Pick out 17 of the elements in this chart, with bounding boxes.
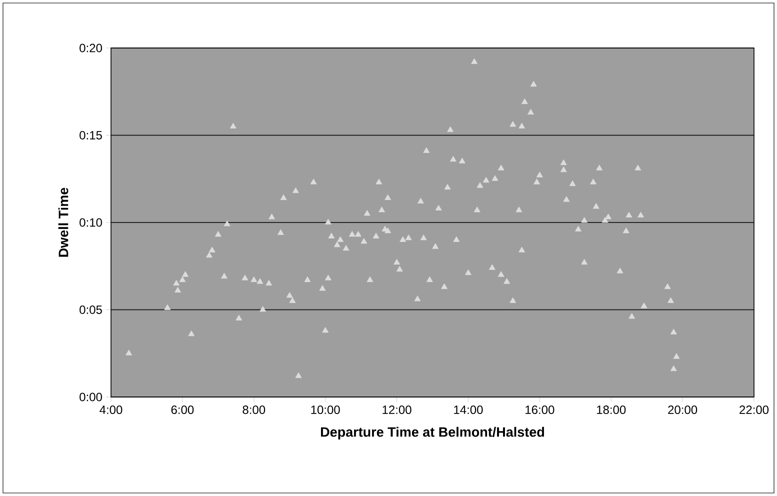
- x-tick-label: 22:00: [740, 406, 769, 414]
- x-axis-title: Departure Time at Belmont/Halsted: [321, 426, 544, 440]
- y-tick-label: 0:05: [80, 306, 102, 314]
- y-tick-label: 0:10: [80, 218, 102, 227]
- y-tick-label: 0:15: [80, 131, 102, 140]
- y-axis-title: Dwell Time: [58, 188, 68, 257]
- y-tick-label: 0:20: [80, 44, 102, 52]
- x-tick-label: 10:00: [311, 406, 340, 414]
- x-tick-label: 6:00: [171, 406, 194, 414]
- x-tick-label: 12:00: [382, 406, 412, 414]
- x-tick-label: 8:00: [242, 406, 266, 414]
- x-tick-label: 4:00: [100, 406, 122, 414]
- x-tick-label: 18:00: [597, 406, 626, 414]
- x-tick-label: 16:00: [526, 406, 554, 414]
- y-tick-label: 0:00: [80, 392, 102, 402]
- x-tick-label: 14:00: [454, 406, 483, 414]
- x-tick-label: 20:00: [668, 406, 698, 414]
